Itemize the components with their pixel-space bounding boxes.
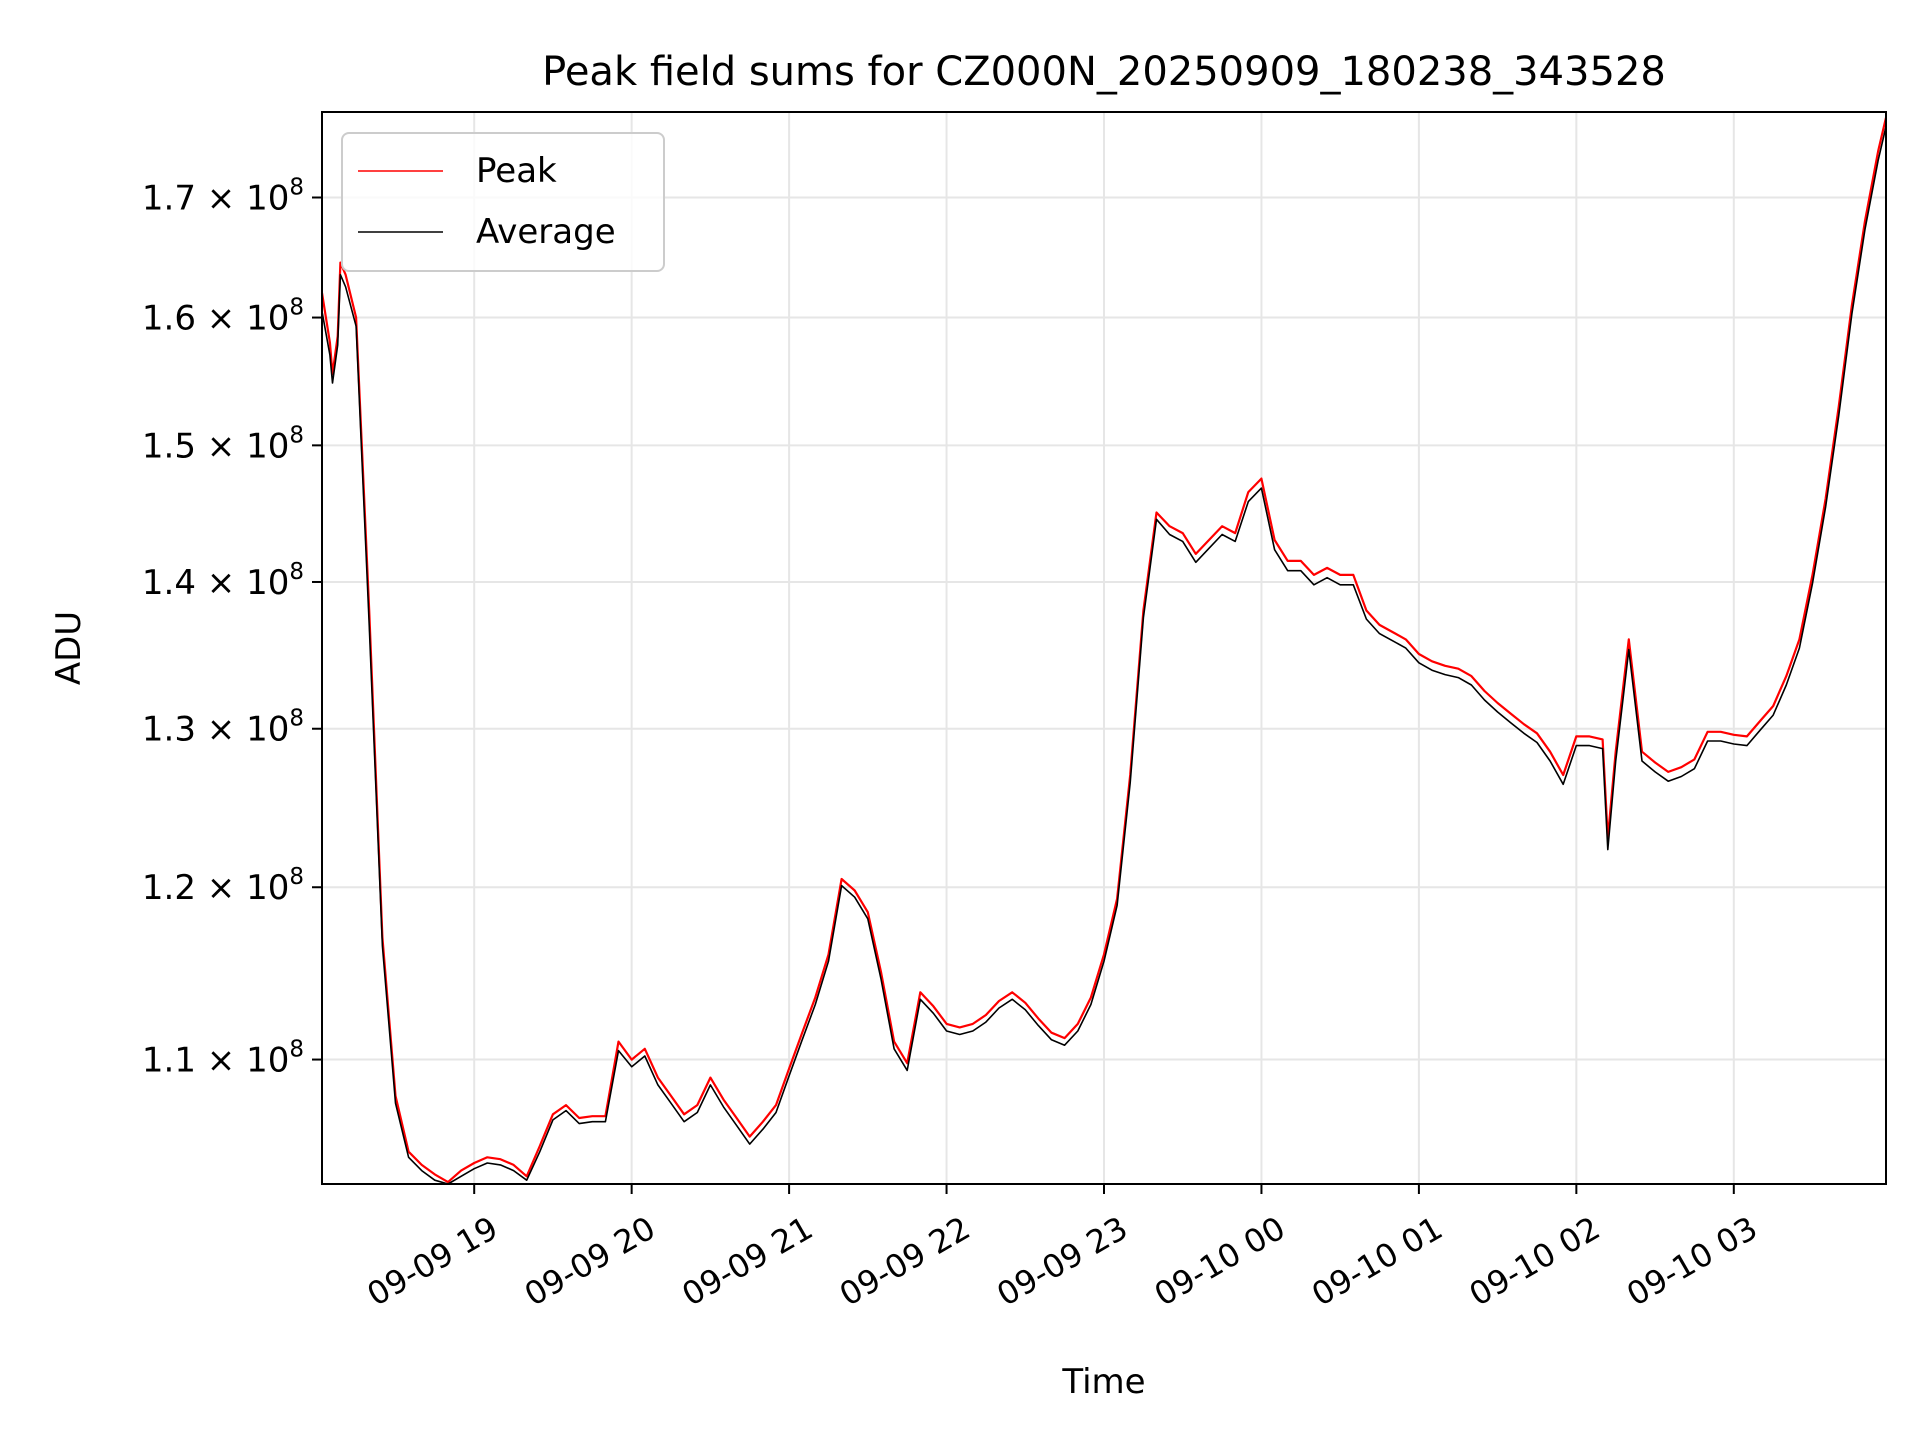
legend-label-peak: Peak: [476, 151, 557, 191]
legend: Peak Average: [341, 132, 665, 272]
legend-label-average: Average: [476, 212, 616, 252]
y-axis-label: ADU: [49, 611, 89, 685]
chart-title: Peak field sums for CZ000N_20250909_1802…: [542, 49, 1666, 95]
y-tick-label: 1.6 × 108: [142, 295, 304, 339]
y-tick-label: 1.7 × 108: [142, 174, 304, 218]
y-tick-label: 1.2 × 108: [142, 864, 304, 908]
y-axis: 1.1 × 108 1.2 × 108 1.3 × 108 1.4 × 108 1.5 …: [142, 174, 322, 1081]
y-tick-label: 1.4 × 108: [142, 559, 304, 603]
y-tick-label: 1.5 × 108: [142, 422, 304, 466]
y-tick-label: 1.3 × 108: [142, 706, 304, 750]
series-line-peak: [320, 117, 1888, 1184]
series-layer: [320, 117, 1888, 1185]
series-line-average: [321, 126, 1887, 1185]
y-tick-label: 1.1 × 108: [142, 1037, 304, 1081]
x-axis-label: Time: [1061, 1362, 1145, 1402]
legend-box: [341, 132, 665, 272]
grid: [322, 112, 1886, 1184]
